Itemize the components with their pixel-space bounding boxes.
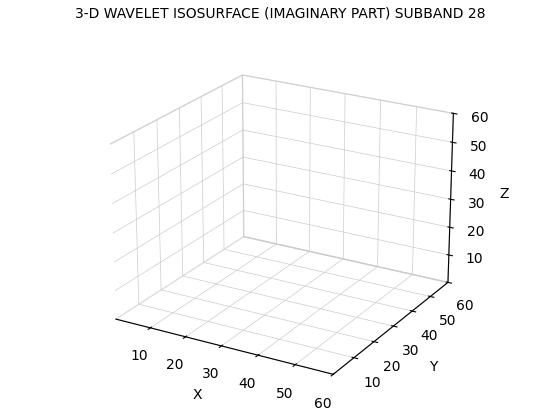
X-axis label: X: X [193, 388, 202, 402]
Y-axis label: Y: Y [429, 360, 437, 373]
Title: 3-D WAVELET ISOSURFACE (IMAGINARY PART) SUBBAND 28: 3-D WAVELET ISOSURFACE (IMAGINARY PART) … [74, 7, 486, 21]
